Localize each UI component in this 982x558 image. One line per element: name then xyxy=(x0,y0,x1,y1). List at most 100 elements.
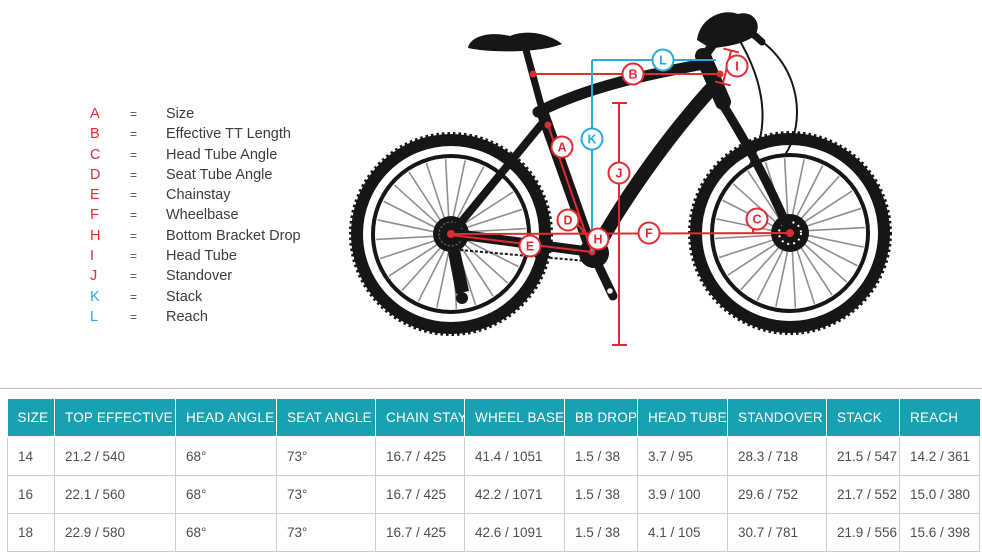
legend-label: Standover xyxy=(166,268,233,285)
table-cell: 3.9 / 100 xyxy=(637,475,728,514)
legend-letter: F xyxy=(90,207,99,224)
legend-equals: = xyxy=(130,208,138,223)
legend-letter: K xyxy=(90,288,100,305)
table-header-cell: HEAD TUBE xyxy=(637,399,728,437)
legend-letter: A xyxy=(90,106,100,122)
legend-label: Stack xyxy=(166,288,203,305)
table-cell: 73° xyxy=(276,436,376,476)
table-cell: 68° xyxy=(175,436,277,476)
legend-row: H = Bottom Bracket Drop xyxy=(90,226,301,246)
geometry-table-wrap: SIZE TOP EFFECTIVE HEAD ANGLE SEAT ANGLE CHA… xyxy=(7,399,980,552)
diagram-marker-c: C xyxy=(745,207,769,231)
table-header-row: SIZE TOP EFFECTIVE HEAD ANGLE SEAT ANGLE CHA… xyxy=(7,399,980,437)
legend-equals: = xyxy=(130,188,138,203)
legend-row: C = Head Tube Angle xyxy=(90,145,301,165)
legend-equals: = xyxy=(130,309,138,324)
table-cell: 22.1 / 560 xyxy=(54,475,176,514)
legend-letter: B xyxy=(90,126,100,143)
table-cell: 21.7 / 552 xyxy=(826,475,900,514)
legend-row: A = Size xyxy=(90,104,301,124)
legend-letter: C xyxy=(90,146,101,163)
table-header-cell: STACK xyxy=(826,399,900,437)
diagram-marker-h: H xyxy=(586,227,610,251)
legend-equals: = xyxy=(130,249,138,264)
diagram-marker-j: J xyxy=(607,161,631,185)
legend-label: Reach xyxy=(166,308,208,325)
diagram-marker-l: L xyxy=(651,48,675,72)
legend-label: Size xyxy=(166,106,195,122)
legend-label: Head Tube xyxy=(166,248,237,265)
legend-letter: L xyxy=(90,308,99,325)
bike-illustration xyxy=(349,12,892,346)
red-line-dots xyxy=(447,70,794,256)
legend-label: Wheelbase xyxy=(166,207,239,224)
table-cell: 22.9 / 580 xyxy=(54,513,176,552)
geometry-table: SIZE TOP EFFECTIVE HEAD ANGLE SEAT ANGLE CHA… xyxy=(7,399,980,552)
separator-line xyxy=(0,388,982,389)
legend-row: I = Head Tube xyxy=(90,246,301,266)
table-header-cell: TOP EFFECTIVE xyxy=(54,399,176,437)
legend-row: F = Wheelbase xyxy=(90,205,301,225)
table-header-cell: REACH xyxy=(899,399,980,437)
table-cell: 3.7 / 95 xyxy=(637,436,728,476)
legend-label: Bottom Bracket Drop xyxy=(166,227,301,244)
diagram-marker-f: F xyxy=(637,221,661,245)
legend-label: Chainstay xyxy=(166,187,231,204)
table-cell: 4.1 / 105 xyxy=(637,513,728,552)
diagram-marker-e: E xyxy=(518,234,542,258)
table-cell: 73° xyxy=(276,513,376,552)
legend-equals: = xyxy=(130,289,138,304)
table-cell: 16.7 / 425 xyxy=(375,475,465,514)
legend-letter: E xyxy=(90,187,100,204)
table-cell: 1.5 / 38 xyxy=(564,475,638,514)
table-cell: 1.5 / 38 xyxy=(564,513,638,552)
table-cell: 41.4 / 1051 xyxy=(464,436,565,476)
legend-label: Seat Tube Angle xyxy=(166,166,273,183)
table-cell: 68° xyxy=(175,513,277,552)
table-cell: 42.2 / 1071 xyxy=(464,475,565,514)
table-cell: 18 xyxy=(7,513,55,552)
table-header-cell: HEAD ANGLE xyxy=(175,399,277,437)
table-cell: 16.7 / 425 xyxy=(375,436,465,476)
legend-row: L = Reach xyxy=(90,307,301,327)
diagram-marker-k: K xyxy=(580,127,604,151)
table-cell: 21.5 / 547 xyxy=(826,436,900,476)
legend-equals: = xyxy=(130,167,138,182)
table-header-cell: SIZE xyxy=(7,399,55,437)
legend-row: D = Seat Tube Angle xyxy=(90,165,301,185)
table-header-cell: STANDOVER xyxy=(727,399,827,437)
table-cell: 21.9 / 556 xyxy=(826,513,900,552)
legend-equals: = xyxy=(130,228,138,243)
diagram-marker-b: B xyxy=(621,62,645,86)
table-cell: 73° xyxy=(276,475,376,514)
table-header-cell: BB DROP xyxy=(564,399,638,437)
table-cell: 16 xyxy=(7,475,55,514)
bike-geometry-diagram: A = Size B = Effective TT Length C = Hea… xyxy=(90,12,892,346)
table-cell: 21.2 / 540 xyxy=(54,436,176,476)
legend-label: Head Tube Angle xyxy=(166,146,278,163)
diagram-marker-a: A xyxy=(550,135,574,159)
table-cell: 14 xyxy=(7,436,55,476)
table-header-cell: CHAIN STAY xyxy=(375,399,465,437)
table-header-cell: SEAT ANGLE xyxy=(276,399,376,437)
table-cell: 30.7 / 781 xyxy=(727,513,827,552)
table-row: 16 22.1 / 560 68° 73° 16.7 / 425 42.2 / 1071 1… xyxy=(7,475,980,514)
diagram-marker-i: I xyxy=(725,54,749,78)
legend-label: Effective TT Length xyxy=(166,126,291,143)
legend-letter: D xyxy=(90,166,101,183)
handlebar-cluster xyxy=(697,12,758,48)
legend: A = Size B = Effective TT Length C = Hea… xyxy=(90,104,301,327)
table-cell: 15.6 / 398 xyxy=(899,513,980,552)
legend-row: E = Chainstay xyxy=(90,185,301,205)
legend-equals: = xyxy=(130,127,138,142)
table-cell: 1.5 / 38 xyxy=(564,436,638,476)
table-cell: 14.2 / 361 xyxy=(899,436,980,476)
legend-letter: H xyxy=(90,227,101,244)
legend-row: J = Standover xyxy=(90,266,301,286)
legend-equals: = xyxy=(130,147,138,162)
table-header-cell: WHEEL BASE xyxy=(464,399,565,437)
table-row: 18 22.9 / 580 68° 73° 16.7 / 425 42.6 / 1091 1… xyxy=(7,513,980,552)
saddle xyxy=(468,32,562,52)
table-cell: 28.3 / 718 xyxy=(727,436,827,476)
legend-letter: J xyxy=(90,268,98,285)
